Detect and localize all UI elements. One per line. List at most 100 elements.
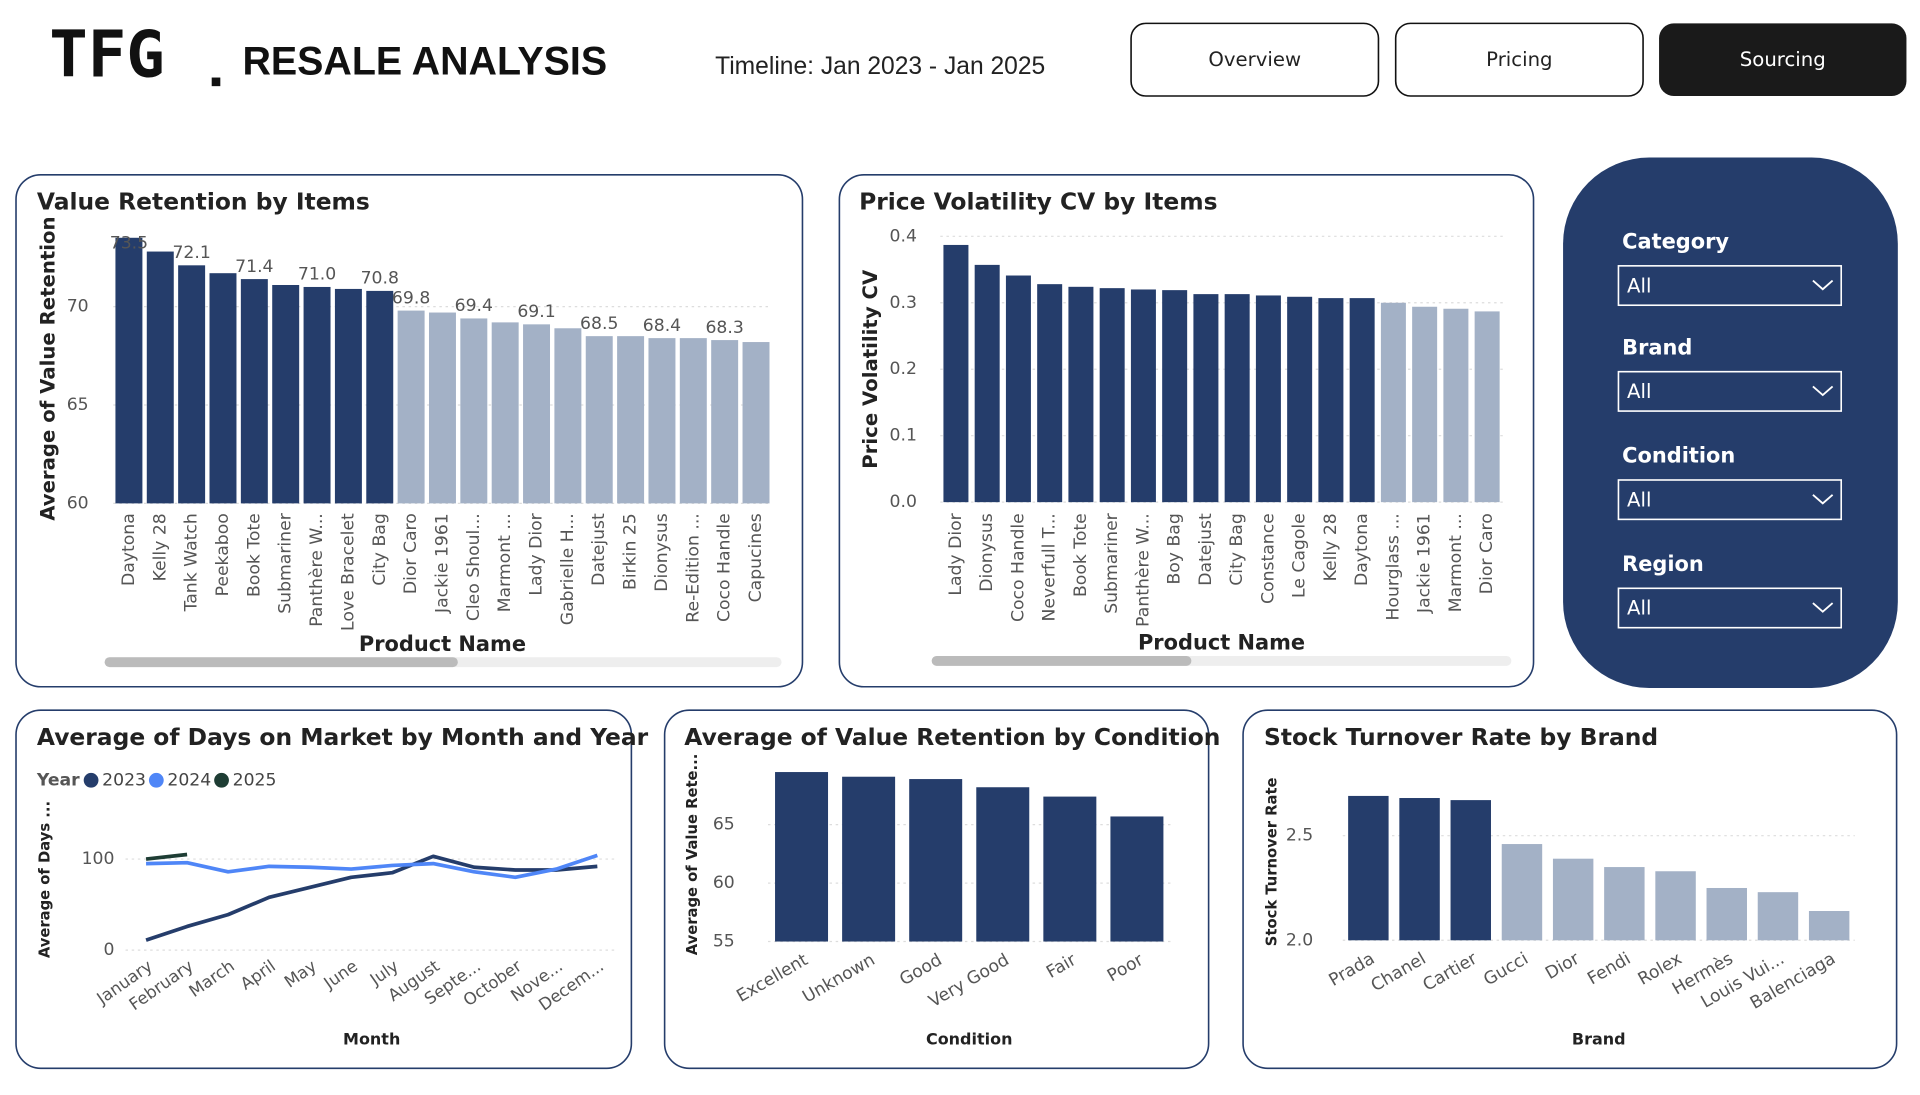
x-tick-label: Dior Caro: [1477, 513, 1497, 594]
bar: [1348, 795, 1389, 941]
dropdown[interactable]: [1617, 587, 1843, 629]
x-axis-title: Month: [343, 1029, 400, 1048]
bar: [115, 237, 143, 504]
legend-label: 2023: [102, 770, 146, 790]
bar: [1757, 892, 1799, 941]
bar: [303, 286, 331, 504]
x-tick-label: Book Tote: [1071, 513, 1091, 597]
x-tick-label: Neverfull T...: [1040, 513, 1060, 621]
y-tick-label: 0.0: [890, 492, 917, 512]
dropdown[interactable]: [1617, 479, 1843, 521]
data-label: 73.5: [110, 234, 148, 254]
x-tick-label: Daytona: [1352, 513, 1372, 586]
bar: [178, 265, 206, 504]
x-tick-label: Jackie 1961: [432, 513, 452, 614]
legend-dot: [148, 772, 164, 788]
dropdown-value[interactable]: All: [1627, 488, 1651, 511]
bar: [1130, 289, 1156, 503]
x-tick-label: Dior Caro: [401, 513, 421, 594]
bar: [1037, 284, 1063, 503]
nav-overview[interactable]: Overview: [1130, 22, 1380, 97]
x-tick-label: Lady Dior: [527, 512, 547, 595]
x-tick-label: Coco Handle: [715, 513, 735, 622]
x-tick-label: Kelly 28: [1321, 513, 1341, 581]
page-title: RESALE ANALYSIS: [242, 39, 607, 83]
x-tick-label: Re-Edition ...: [683, 513, 703, 622]
x-tick-label: Gabrielle H...: [558, 513, 578, 625]
dropdown-arrow[interactable]: [1812, 494, 1834, 505]
data-label: 71.0: [298, 265, 336, 285]
x-tick-label: Cleo Shoul...: [464, 513, 484, 621]
bar: [1068, 286, 1094, 503]
data-label: 68.3: [705, 318, 743, 338]
x-tick-label: Datejust: [1196, 513, 1216, 586]
y-tick-label: 70: [67, 297, 89, 317]
nav-label[interactable]: Overview: [1208, 48, 1301, 71]
dropdown[interactable]: [1617, 370, 1843, 412]
bar: [585, 336, 613, 504]
chart-title: Average of Days on Market by Month and Y…: [37, 723, 649, 751]
nav-pricing[interactable]: Pricing: [1394, 22, 1644, 97]
y-axis-title: Average of Value Rete...: [684, 754, 701, 956]
bar: [775, 772, 829, 942]
bar: [1443, 308, 1469, 503]
nav-label[interactable]: Sourcing: [1740, 48, 1826, 71]
x-tick-label: Submariner: [276, 512, 296, 613]
x-tick-label: Panthère W...: [307, 513, 327, 627]
line: [145, 852, 188, 861]
timeline: Timeline: Jan 2023 - Jan 2025: [715, 53, 1045, 80]
bar: [523, 324, 551, 504]
y-tick-label: 0.2: [890, 359, 917, 379]
x-tick-label: Lady Dior: [946, 512, 966, 595]
chart-title: Average of Value Retention by Condition: [684, 723, 1220, 751]
line: [145, 854, 598, 942]
nav-sourcing[interactable]: Sourcing: [1659, 23, 1907, 96]
bar: [974, 264, 1000, 503]
x-tick-label: Constance: [1258, 513, 1278, 604]
y-tick-label: 60: [713, 873, 735, 893]
bar: [711, 340, 739, 504]
dropdown-arrow[interactable]: [1812, 385, 1834, 397]
x-axis-title: Condition: [926, 1029, 1013, 1048]
legend-label: 2024: [167, 770, 211, 790]
bar: [943, 244, 969, 503]
y-tick-label: 2.5: [1286, 826, 1313, 846]
bar: [617, 336, 645, 504]
x-tick-label: City Bag: [1227, 513, 1247, 586]
dropdown[interactable]: [1617, 265, 1843, 307]
bar: [460, 318, 488, 504]
bar: [1552, 858, 1594, 941]
data-label: 68.5: [580, 314, 618, 334]
bar: [842, 776, 896, 942]
y-tick-label: 100: [82, 849, 115, 869]
y-tick-label: 0.3: [890, 293, 917, 313]
bar: [1255, 295, 1281, 503]
dropdown-value[interactable]: All: [1627, 274, 1651, 297]
dropdown-value[interactable]: All: [1627, 380, 1651, 403]
bar: [1450, 800, 1491, 941]
x-tick-label: Coco Handle: [1008, 513, 1028, 622]
bar: [1224, 294, 1250, 503]
scroll-thumb[interactable]: [104, 657, 458, 668]
bar: [1474, 311, 1500, 503]
bar: [1604, 867, 1645, 941]
scroll-thumb[interactable]: [931, 655, 1192, 666]
dropdown-value[interactable]: All: [1627, 597, 1651, 620]
y-axis-title: Stock Turnover Rate: [1264, 777, 1281, 946]
dropdown-arrow[interactable]: [1812, 602, 1834, 613]
y-tick-label: 2.0: [1286, 930, 1313, 950]
bar: [1110, 816, 1164, 942]
x-axis-title: Product Name: [1138, 631, 1305, 655]
bar: [1655, 871, 1696, 941]
legend-label: 2025: [233, 770, 277, 790]
bar: [1193, 294, 1219, 503]
x-tick-label: Le Cagole: [1290, 513, 1310, 598]
bar: [909, 779, 963, 942]
x-tick-label: City Bag: [370, 513, 390, 586]
y-tick-label: 65: [713, 815, 735, 835]
x-tick-label: Peekaboo: [213, 513, 233, 596]
dropdown-arrow[interactable]: [1812, 279, 1834, 291]
nav-label[interactable]: Pricing: [1486, 48, 1552, 71]
x-tick-label: Kelly 28: [150, 513, 170, 581]
y-axis-title: Average of Value Retention: [37, 216, 60, 520]
